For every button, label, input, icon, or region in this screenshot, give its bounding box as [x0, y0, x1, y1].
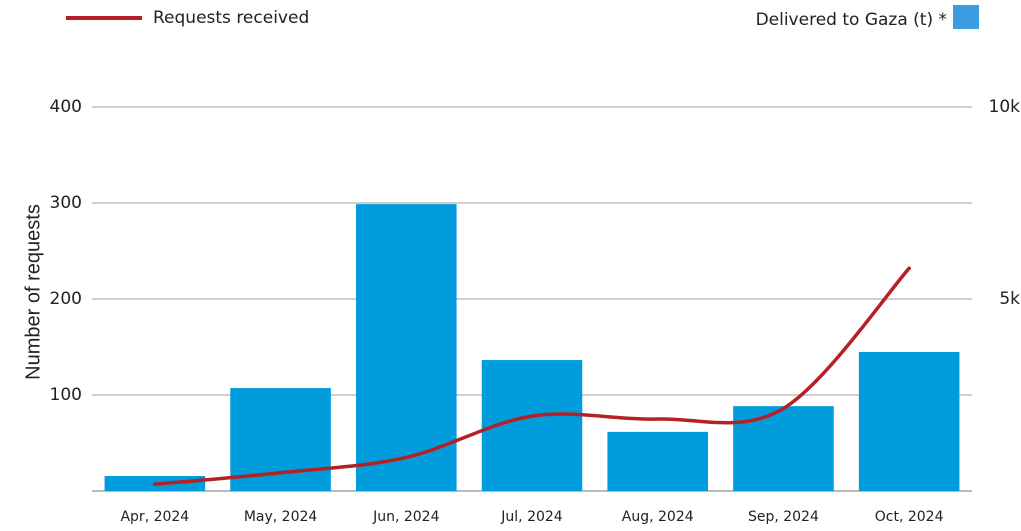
bar: [858, 351, 960, 491]
y-axis-title: Number of requests: [22, 204, 44, 380]
y2-tick-label: 5k: [999, 289, 1020, 309]
y-tick-label: 100: [50, 385, 82, 405]
y2-tick-label: 10k: [989, 97, 1021, 117]
x-tick-label: Jun, 2024: [372, 509, 439, 525]
bar: [733, 406, 834, 491]
x-tick-label: Apr, 2024: [120, 509, 189, 525]
line: [153, 266, 911, 487]
x-tick-label: Aug, 2024: [622, 509, 694, 525]
x-tick-label: Oct, 2024: [875, 509, 944, 525]
legend-label: Requests received: [153, 8, 309, 28]
legend-label: Delivered to Gaza (t) *: [756, 10, 947, 30]
bar: [356, 204, 457, 492]
x-tick-label: Jul, 2024: [500, 509, 563, 525]
y-tick-label: 200: [50, 289, 82, 309]
y-tick-label: 300: [50, 193, 82, 213]
x-tick-label: May, 2024: [244, 509, 318, 525]
legend-swatch: [953, 5, 979, 29]
y-tick-label: 400: [50, 97, 82, 117]
bar: [607, 431, 708, 491]
x-tick-label: Sep, 2024: [748, 509, 819, 525]
